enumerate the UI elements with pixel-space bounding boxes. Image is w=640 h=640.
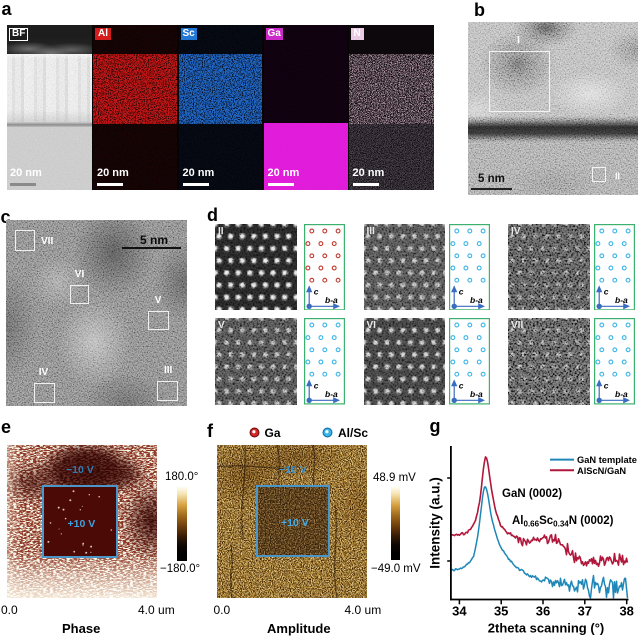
svg-text:Intensity (a.u.): Intensity (a.u.) bbox=[428, 477, 443, 569]
svg-text:35: 35 bbox=[494, 604, 508, 619]
svg-text:2theta scanning (°): 2theta scanning (°) bbox=[488, 621, 604, 636]
svg-text:34: 34 bbox=[452, 604, 467, 619]
svg-text:AlScN/GaN: AlScN/GaN bbox=[577, 466, 626, 476]
svg-text:GaN template: GaN template bbox=[577, 455, 637, 465]
svg-text:36: 36 bbox=[536, 604, 550, 619]
svg-text:Al0.66Sc0.34N (0002): Al0.66Sc0.34N (0002) bbox=[512, 515, 614, 529]
svg-text:37: 37 bbox=[578, 604, 592, 619]
svg-text:38: 38 bbox=[619, 604, 633, 619]
svg-text:GaN (0002): GaN (0002) bbox=[502, 488, 562, 500]
